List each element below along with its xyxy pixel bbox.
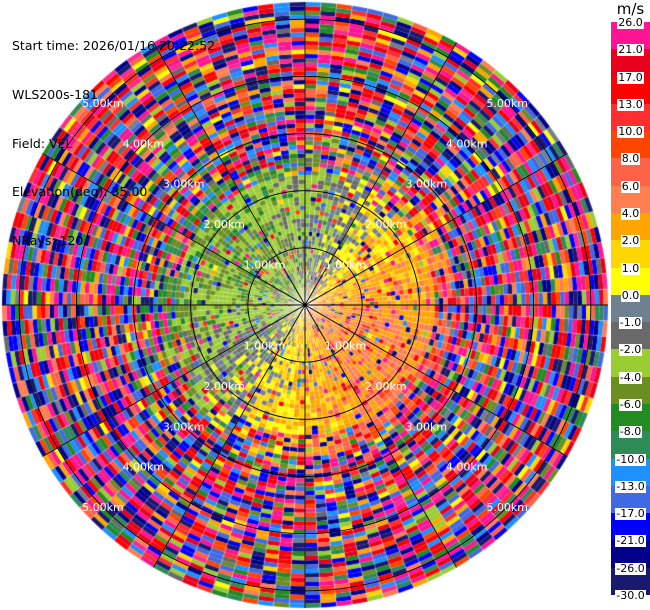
- azimuth-spoke: [304, 304, 457, 568]
- azimuth-spoke: [42, 304, 306, 457]
- range-ring-label: 4.00km: [446, 461, 488, 474]
- azimuth-spoke: [42, 153, 306, 306]
- range-ring-label: 4.00km: [446, 137, 488, 150]
- azimuth-spoke: [304, 304, 568, 457]
- colorbar-tick: -1.0: [618, 316, 643, 330]
- range-ring-label: 2.00km: [203, 218, 245, 231]
- colorbar-tick: 21.0: [617, 43, 644, 57]
- colorbar-tick: -21.0: [615, 534, 646, 548]
- colorbar-tick: 17.0: [617, 70, 644, 84]
- colorbar-tick: 6.0: [620, 179, 641, 193]
- nrays-label: NRays: 120: [12, 232, 84, 248]
- range-ring-label: 5.00km: [486, 501, 528, 514]
- azimuth-spoke: [153, 42, 306, 306]
- site-label: WLS200s-181: [12, 87, 98, 102]
- range-ring-label: 3.00km: [163, 178, 205, 191]
- azimuth-spoke: [153, 304, 306, 568]
- colorbar-unit: m/s: [616, 0, 645, 18]
- start-time-label: Start time: 2026/01/16 20:22:52: [12, 38, 216, 54]
- range-ring-label: 2.00km: [203, 380, 245, 393]
- colorbar-tick: -2.0: [618, 343, 643, 357]
- colorbar-tick: 2.0: [620, 234, 641, 248]
- colorbar-tick: -17.0: [615, 507, 646, 521]
- range-ring-label: 5.00km: [486, 97, 528, 110]
- colorbar-tick: -10.0: [615, 452, 646, 466]
- colorbar-tick: 4.0: [620, 207, 641, 220]
- scan-info: Start time: 2026/01/16 20:22:52 WLS200s-…: [12, 6, 215, 265]
- colorbar-tick: -8.0: [618, 425, 643, 439]
- colorbar-tick: -13.0: [615, 479, 646, 493]
- colorbar-tick: 1.0: [620, 261, 641, 275]
- range-ring-label: 2.00km: [365, 380, 407, 393]
- colorbar-tick: -4.0: [618, 370, 643, 384]
- colorbar: m/s 26.0 21.0 17.0 13.0 10.0 8.0 6.0 4.0 2.0 1.0 0…: [611, 0, 650, 610]
- colorbar-tick: 13.0: [617, 97, 644, 111]
- ppi-overlay: 1.00km 1.00km 1.00km 1.00km 2.00km 2.00km 2.00…: [2, 2, 608, 608]
- colorbar-tick: -30.0: [615, 589, 646, 602]
- range-ring-label: 4.00km: [123, 461, 165, 474]
- azimuth-spoke: [304, 42, 457, 306]
- colorbar-tick: 26.0: [617, 16, 644, 29]
- field-label: Field: VEL: [12, 135, 73, 151]
- range-ring-label: 3.00km: [405, 178, 447, 191]
- range-ring-label: 1.00km: [244, 259, 286, 272]
- range-ring-label: 5.00km: [82, 97, 124, 110]
- colorbar-tick: 0.0: [620, 288, 641, 302]
- range-ring-label: 3.00km: [405, 420, 447, 433]
- range-ring-label: 1.00km: [244, 339, 286, 352]
- range-ring-label: 5.00km: [82, 501, 124, 514]
- range-ring-label: 4.00km: [123, 137, 165, 150]
- range-ring-label: 3.00km: [163, 420, 205, 433]
- range-ring-label: 2.00km: [365, 218, 407, 231]
- colorbar-tick: -6.0: [618, 398, 643, 411]
- range-ring-label: 1.00km: [325, 259, 367, 272]
- colorbar-tick: 8.0: [620, 152, 641, 166]
- ppi-plot: 1.00km 1.00km 1.00km 1.00km 2.00km 2.00km 2.00…: [0, 0, 610, 610]
- colorbar-tick: 10.0: [617, 125, 644, 139]
- elevation-label: Elevation(deg): 35.00: [12, 184, 148, 200]
- range-ring-label: 1.00km: [325, 339, 367, 352]
- colorbar-tick: -26.0: [615, 561, 646, 575]
- azimuth-spoke: [304, 153, 568, 306]
